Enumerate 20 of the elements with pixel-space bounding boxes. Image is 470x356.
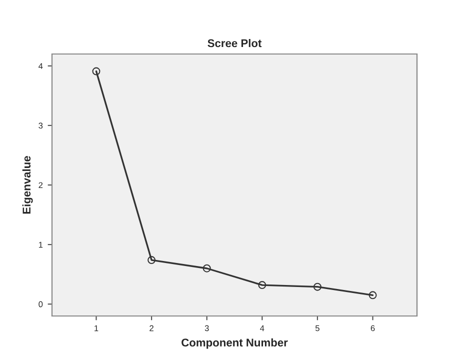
point bbox=[258, 281, 266, 290]
y-tick-label: 2 bbox=[38, 182, 43, 188]
y-tick-label: 4 bbox=[38, 63, 43, 69]
point bbox=[92, 67, 100, 76]
y-tick-label: 0 bbox=[38, 301, 43, 308]
x-axis-title: Component Number bbox=[182, 338, 288, 349]
y-tick-label: 1 bbox=[38, 242, 43, 248]
x-tick-label: 1 bbox=[94, 325, 98, 332]
y-axis-title: Eigenvalue bbox=[22, 156, 33, 214]
x-tick-label: 4 bbox=[260, 325, 264, 332]
point bbox=[202, 264, 211, 272]
x-tick-label: 6 bbox=[370, 325, 375, 332]
point bbox=[313, 282, 322, 291]
point bbox=[368, 291, 377, 300]
x-tick-label: 3 bbox=[204, 325, 209, 332]
chart-title: Scree Plot bbox=[208, 39, 262, 48]
x-tick-label: 2 bbox=[150, 325, 154, 332]
point bbox=[148, 256, 156, 264]
y-tick-label: 3 bbox=[38, 122, 43, 129]
x-tick-label: 5 bbox=[315, 325, 320, 332]
